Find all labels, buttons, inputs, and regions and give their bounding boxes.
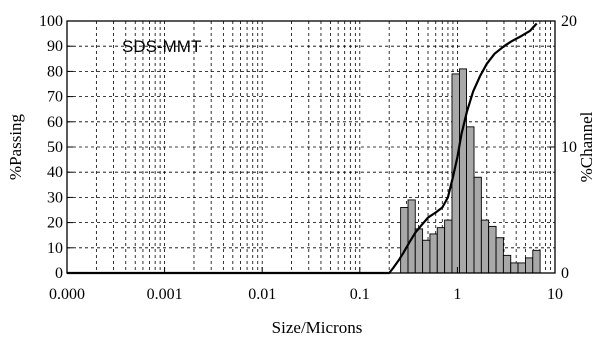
- histogram-bar: [466, 126, 475, 274]
- left-tick-label: 70: [47, 89, 63, 106]
- left-tick-label: 0: [55, 265, 63, 282]
- x-tick-label: 0.1: [350, 286, 370, 303]
- left-tick-label: 30: [47, 189, 63, 206]
- histogram-bar: [414, 228, 424, 274]
- right-tick-label: 0: [561, 265, 569, 282]
- grid-lines: [67, 21, 555, 273]
- histogram-bar: [510, 262, 519, 274]
- right-tick-label: 10: [561, 139, 577, 156]
- histogram-bar: [473, 176, 482, 274]
- x-axis-title: Size/Microns: [272, 318, 363, 337]
- right-tick-label: 20: [561, 13, 577, 30]
- histogram-bar: [436, 227, 446, 274]
- left-axis-title: %Passing: [6, 113, 25, 180]
- histogram-bar: [422, 239, 431, 274]
- histogram-bar: [524, 257, 534, 274]
- histogram-bar: [488, 225, 497, 274]
- histogram-bar: [502, 254, 512, 274]
- histogram-bar: [444, 219, 453, 274]
- left-tick-label: 60: [47, 114, 63, 131]
- x-tick-label: 1: [453, 286, 461, 303]
- cumulative-curve-layer: [67, 22, 538, 275]
- left-tick-label: 80: [47, 63, 63, 80]
- sample-annotation: SDS-MMT: [122, 37, 201, 56]
- left-tick-label: 10: [47, 240, 63, 257]
- cumulative-passing-line: [67, 22, 538, 275]
- right-axis-title: %Channel: [577, 111, 596, 182]
- histogram-bars: [400, 68, 541, 274]
- histogram-bar: [429, 233, 438, 274]
- left-tick-label: 100: [39, 13, 63, 30]
- left-tick-label: 90: [47, 38, 63, 55]
- x-tick-label: 0.001: [147, 286, 183, 303]
- x-tick-label: 0.000: [49, 286, 85, 303]
- left-tick-label: 50: [47, 139, 63, 156]
- histogram-bar: [400, 207, 409, 274]
- left-tick-label: 20: [47, 215, 63, 232]
- histogram-bar: [495, 237, 504, 274]
- tick-marks: 0 10 20 30 40 50 60 70 80 90 100 0 10 20 0.000 0.001 0.0…: [39, 13, 577, 303]
- left-tick-label: 40: [47, 164, 63, 181]
- x-tick-label: 0.01: [248, 286, 276, 303]
- histogram-bar: [459, 68, 467, 274]
- histogram-bar: [532, 249, 541, 274]
- histogram-bar: [480, 219, 490, 274]
- histogram-bar: [517, 262, 526, 274]
- x-tick-label: 10: [547, 286, 563, 303]
